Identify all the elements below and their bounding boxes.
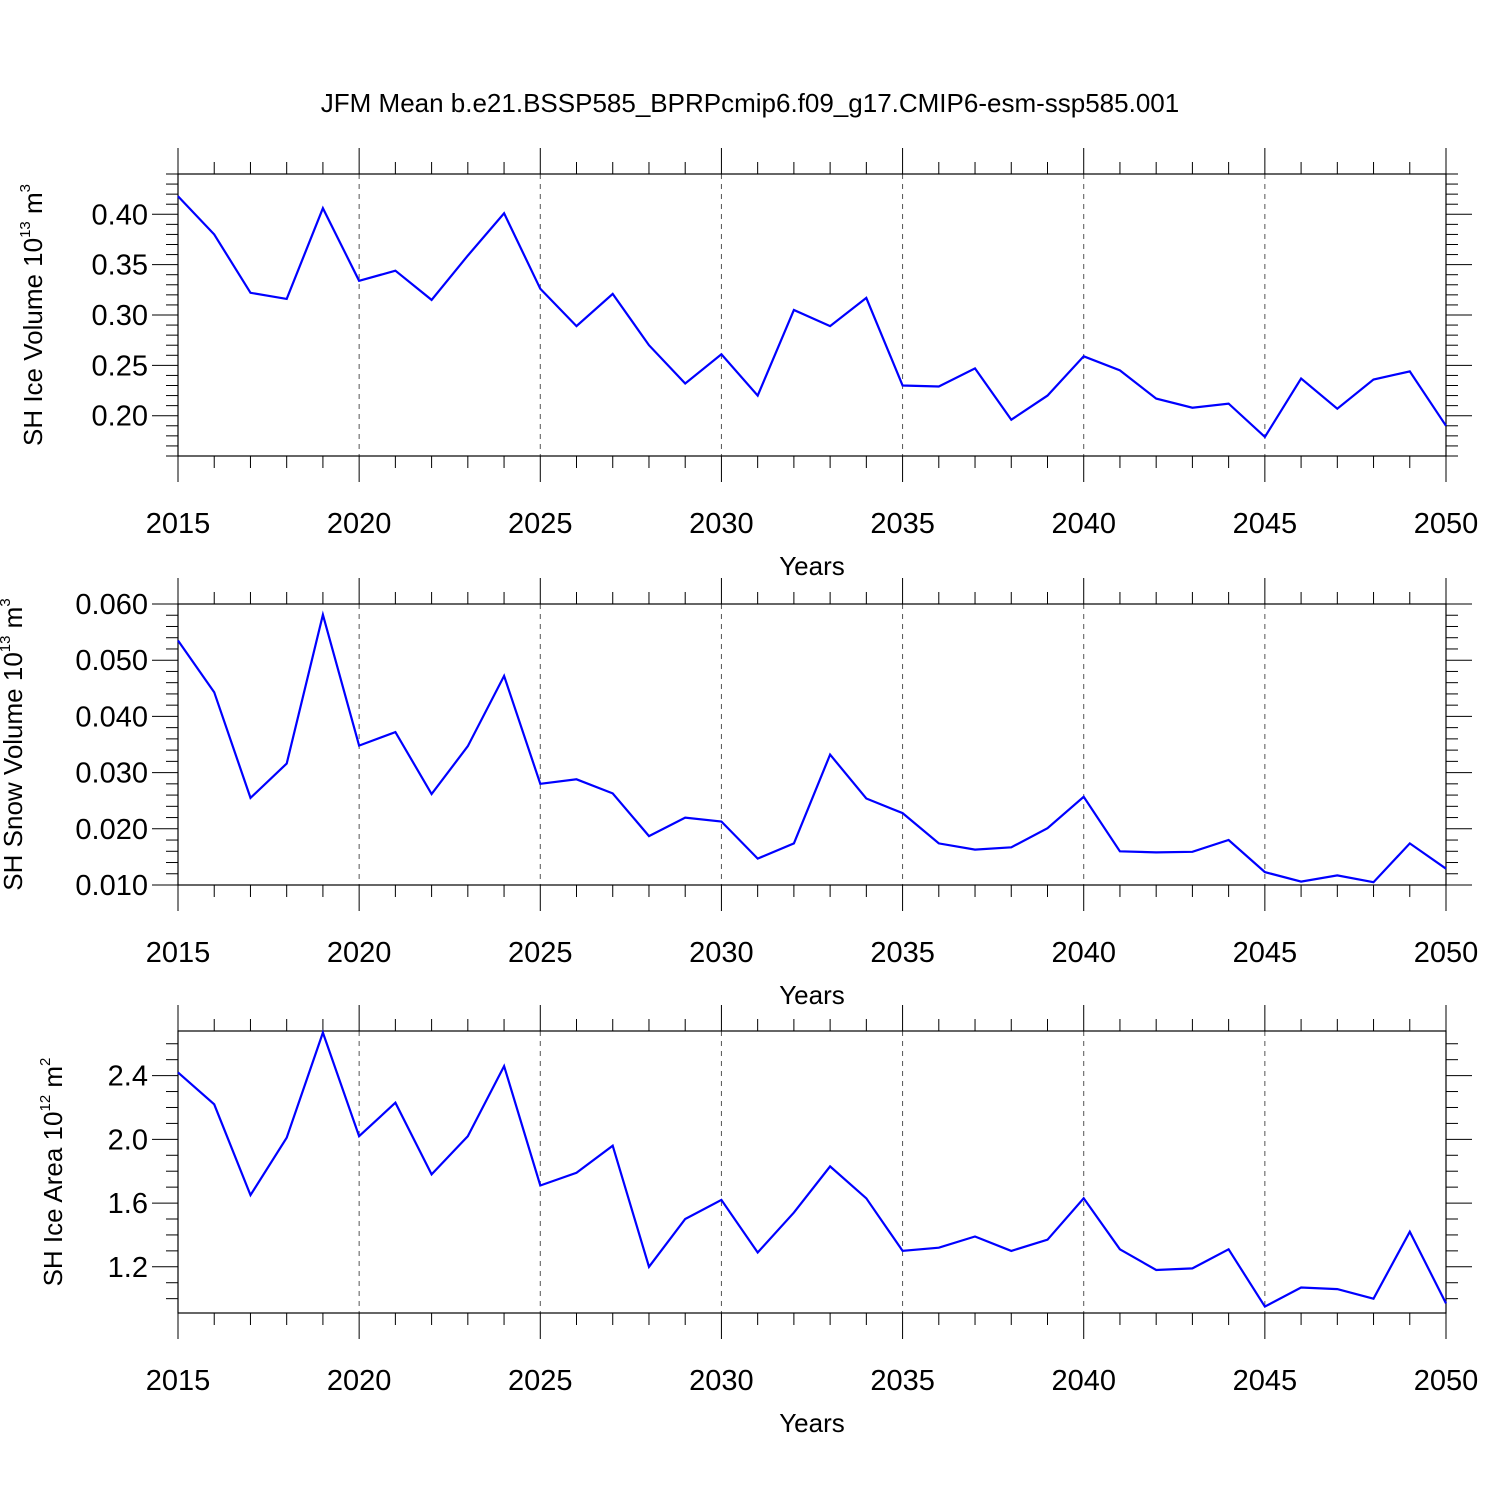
x-tick-label: 2050: [1414, 1365, 1479, 1397]
x-tick-label: 2035: [870, 508, 935, 540]
x-tick-label: 2035: [870, 1365, 935, 1397]
y-tick-label: 2.0: [108, 1124, 148, 1156]
x-tick-label: 2050: [1414, 937, 1479, 969]
y-tick-label: 0.20: [92, 401, 148, 433]
y-tick-label: 0.040: [75, 701, 148, 733]
x-tick-label: 2020: [327, 937, 392, 969]
plot-frame: [177, 173, 1447, 457]
panels: 2015 2020 2025 2030 2035 2040 2045 2050 0.20 0.25…: [0, 148, 1478, 1438]
panel-2: 2015 2020 2025 2030 2035 2040 2045 2050 0.010 0.0…: [0, 578, 1478, 1010]
y-axis-label: SH Snow Volume 1013 m3: [0, 598, 28, 890]
x-axis-label: Years: [779, 980, 845, 1010]
figure-title: JFM Mean b.e21.BSSP585_BPRPcmip6.f09_g17…: [321, 88, 1179, 118]
y-tick-label: 1.6: [108, 1188, 148, 1220]
x-tick-label: 2015: [146, 1365, 211, 1397]
panel-1: 2015 2020 2025 2030 2035 2040 2045 2050 0.20 0.25…: [17, 148, 1478, 581]
x-tick-label: 2050: [1414, 508, 1479, 540]
x-tick-label: 2020: [327, 1365, 392, 1397]
series-line: [177, 610, 1447, 884]
y-tick-label: 0.35: [92, 250, 148, 282]
y-tick-label: 1.2: [108, 1252, 148, 1284]
x-axis-label: Years: [779, 1408, 845, 1438]
x-tick-label: 2020: [327, 508, 392, 540]
x-tick-label: 2030: [689, 937, 754, 969]
x-tick-label: 2045: [1233, 937, 1298, 969]
series-line: [177, 195, 1447, 439]
x-tick-label: 2040: [1051, 508, 1116, 540]
plot-frame: [177, 603, 1447, 886]
y-tick-label: 2.4: [108, 1061, 148, 1093]
y-tick-label: 0.050: [75, 645, 148, 677]
y-axis-label: SH Ice Volume 1013 m3: [17, 184, 48, 446]
plot-frame: [177, 1030, 1447, 1314]
y-tick-label: 0.030: [75, 758, 148, 790]
x-tick-label: 2015: [146, 508, 211, 540]
y-tick-label: 0.40: [92, 199, 148, 231]
y-tick-label: 0.25: [92, 350, 148, 382]
x-tick-label: 2040: [1051, 937, 1116, 969]
y-tick-label: 0.060: [75, 589, 148, 621]
x-tick-label: 2025: [508, 508, 573, 540]
x-tick-label: 2025: [508, 1365, 573, 1397]
x-tick-label: 2040: [1051, 1365, 1116, 1397]
x-tick-label: 2030: [689, 508, 754, 540]
y-tick-label: 0.30: [92, 300, 148, 332]
x-tick-label: 2025: [508, 937, 573, 969]
x-axis-label: Years: [779, 551, 845, 581]
series-line: [177, 1029, 1447, 1309]
panel-3: 2015 2020 2025 2030 2035 2040 2045 2050 1.2 1.6 2.…: [37, 1005, 1478, 1438]
x-tick-label: 2015: [146, 937, 211, 969]
x-tick-label: 2030: [689, 1365, 754, 1397]
y-tick-label: 0.010: [75, 870, 148, 902]
x-tick-label: 2045: [1233, 1365, 1298, 1397]
x-tick-label: 2045: [1233, 508, 1298, 540]
y-tick-label: 0.020: [75, 814, 148, 846]
x-tick-label: 2035: [870, 937, 935, 969]
y-axis-label: SH Ice Area 1012 m2: [37, 1058, 68, 1287]
